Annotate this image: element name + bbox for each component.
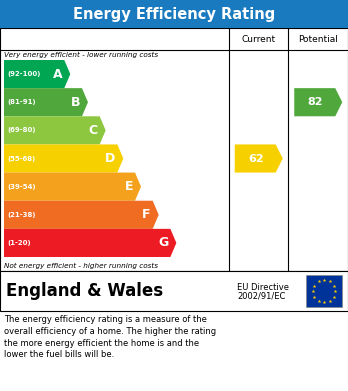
Text: (1-20): (1-20)	[7, 240, 31, 246]
Polygon shape	[4, 172, 141, 201]
Text: (39-54): (39-54)	[7, 184, 35, 190]
Polygon shape	[294, 88, 342, 116]
Text: Very energy efficient - lower running costs: Very energy efficient - lower running co…	[4, 52, 158, 58]
Text: (69-80): (69-80)	[7, 127, 35, 133]
Text: B: B	[71, 96, 80, 109]
Text: (21-38): (21-38)	[7, 212, 35, 218]
Text: (92-100): (92-100)	[7, 71, 40, 77]
Text: F: F	[142, 208, 151, 221]
Text: D: D	[105, 152, 115, 165]
Text: Current: Current	[242, 34, 276, 43]
Text: 62: 62	[248, 154, 263, 163]
Polygon shape	[4, 229, 176, 257]
Text: 82: 82	[308, 97, 323, 107]
Polygon shape	[4, 116, 106, 144]
Polygon shape	[4, 144, 123, 172]
Polygon shape	[4, 88, 88, 116]
Bar	[0, 28, 348, 271]
Text: E: E	[125, 180, 133, 193]
Polygon shape	[4, 201, 159, 229]
Text: England & Wales: England & Wales	[6, 282, 163, 300]
Text: EU Directive: EU Directive	[237, 283, 289, 292]
Bar	[0, 271, 348, 311]
Bar	[306, 275, 342, 307]
Text: G: G	[158, 237, 168, 249]
Polygon shape	[235, 144, 283, 172]
Text: Potential: Potential	[298, 34, 338, 43]
Text: C: C	[88, 124, 98, 137]
Bar	[0, 0, 348, 28]
Text: Not energy efficient - higher running costs: Not energy efficient - higher running co…	[4, 263, 158, 269]
Text: The energy efficiency rating is a measure of the
overall efficiency of a home. T: The energy efficiency rating is a measur…	[4, 315, 216, 359]
Text: A: A	[53, 68, 62, 81]
Polygon shape	[4, 60, 70, 88]
Text: Energy Efficiency Rating: Energy Efficiency Rating	[73, 7, 275, 22]
Text: (55-68): (55-68)	[7, 156, 35, 161]
Text: (81-91): (81-91)	[7, 99, 35, 105]
Text: 2002/91/EC: 2002/91/EC	[237, 292, 285, 301]
